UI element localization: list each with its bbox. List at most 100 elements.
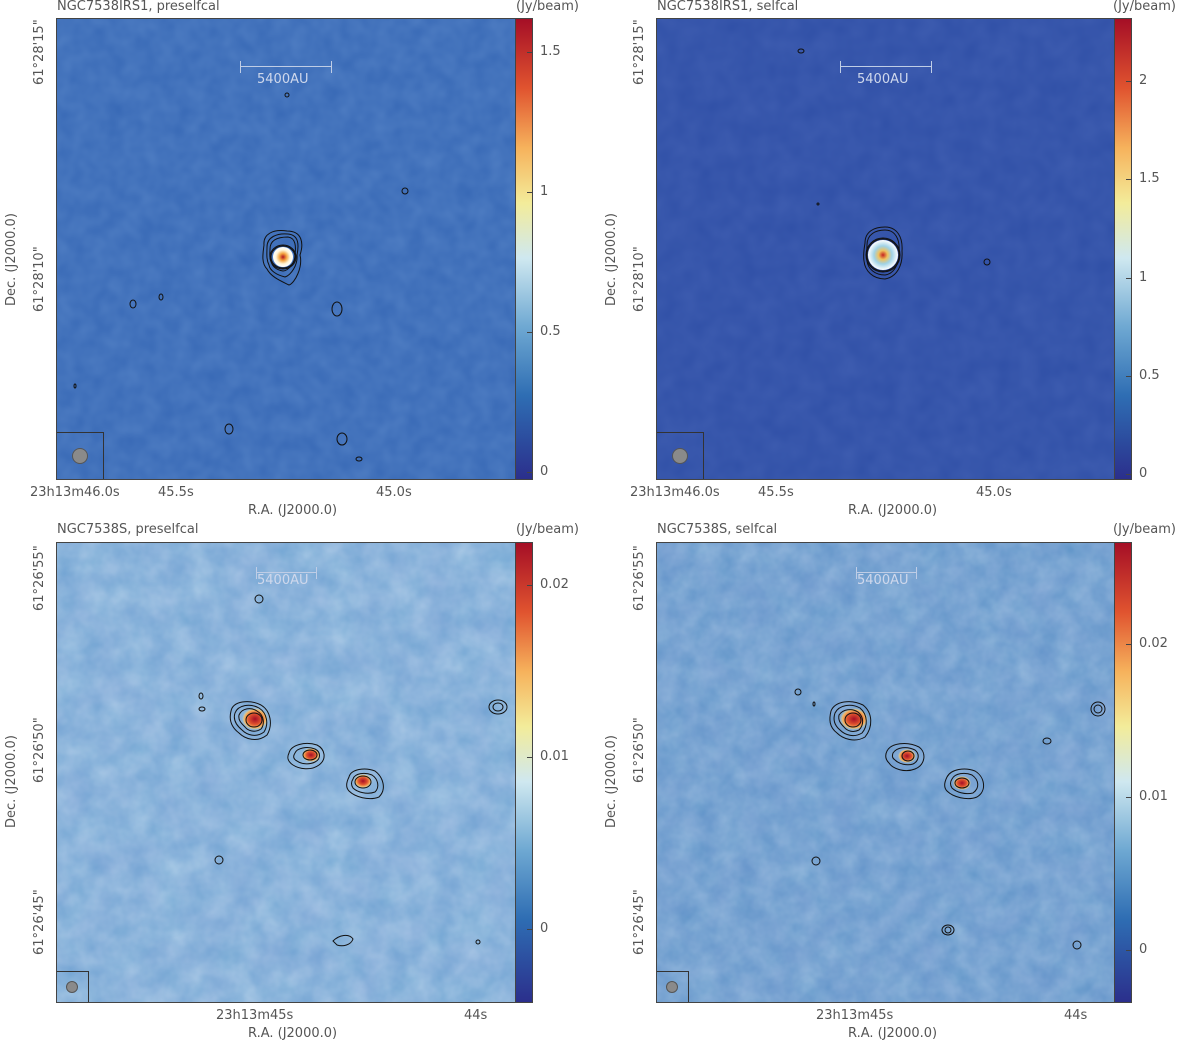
colorbar-tick-mark bbox=[1126, 277, 1131, 279]
y-axis-label: Dec. (J2000.0) bbox=[4, 735, 19, 828]
colorbar-tick-label: 0.5 bbox=[1139, 367, 1160, 383]
panel-irs1-preselfcal: NGC7538IRS1, preselfcal (Jy/beam) bbox=[0, 0, 600, 523]
colorbar bbox=[515, 542, 533, 1003]
colorbar-tick-mark bbox=[527, 191, 532, 193]
colorbar-unit: (Jy/beam) bbox=[516, 522, 579, 537]
panel-title: NGC7538IRS1, selfcal bbox=[657, 0, 799, 14]
colorbar-unit: (Jy/beam) bbox=[516, 0, 579, 14]
x-tick: 23h13m45s bbox=[216, 1008, 294, 1023]
colorbar bbox=[1114, 18, 1132, 480]
x-tick: 45.0s bbox=[976, 485, 1012, 500]
colorbar-tick-mark bbox=[1126, 179, 1131, 181]
compact-source bbox=[273, 247, 293, 267]
compact-source bbox=[868, 240, 898, 270]
x-tick: 45.5s bbox=[158, 485, 194, 500]
x-tick: 44s bbox=[1064, 1008, 1088, 1023]
colorbar-tick-mark bbox=[527, 585, 532, 586]
beam-ellipse bbox=[72, 448, 88, 464]
colorbar-tick-mark bbox=[527, 929, 532, 931]
panel-title: NGC7538IRS1, preselfcal bbox=[57, 0, 220, 14]
colorbar-tick-mark bbox=[1126, 796, 1131, 798]
y-tick: 61°26'50" bbox=[32, 717, 47, 783]
y-tick: 61°28'10" bbox=[632, 246, 647, 312]
colorbar-tick-mark bbox=[1126, 474, 1131, 476]
x-tick: 23h13m46.0s bbox=[30, 485, 120, 500]
beam-ellipse bbox=[666, 981, 678, 993]
colorbar-tick-label: 1.5 bbox=[540, 43, 561, 59]
intensity-map: 5400AU bbox=[56, 542, 516, 1003]
scale-bar bbox=[840, 61, 932, 73]
panel-title: NGC7538S, selfcal bbox=[657, 522, 778, 537]
map-overlay bbox=[57, 19, 515, 479]
colorbar-unit: (Jy/beam) bbox=[1113, 522, 1176, 537]
panel-s-selfcal: NGC7538S, selfcal (Jy/beam) bbox=[600, 522, 1200, 1047]
colorbar-tick-mark bbox=[527, 51, 532, 53]
map-overlay bbox=[657, 19, 1114, 479]
y-axis-label: Dec. (J2000.0) bbox=[604, 213, 619, 306]
colorbar-tick-label: 0.01 bbox=[540, 749, 569, 765]
colorbar bbox=[1114, 542, 1132, 1003]
x-tick: 44s bbox=[464, 1008, 488, 1023]
colorbar-tick-label: 1 bbox=[540, 183, 549, 199]
scale-bar bbox=[856, 567, 917, 579]
y-tick: 61°26'55" bbox=[32, 545, 47, 611]
colorbar-tick-mark bbox=[527, 757, 532, 759]
colorbar-tick-label: 1 bbox=[1139, 269, 1148, 285]
colorbar-tick-mark bbox=[1126, 644, 1131, 646]
y-axis-label: Dec. (J2000.0) bbox=[4, 213, 19, 306]
scale-bar bbox=[240, 61, 332, 73]
scale-label: 5400AU bbox=[857, 573, 909, 588]
intensity-map: 5400AU bbox=[56, 18, 516, 480]
x-axis-label: R.A. (J2000.0) bbox=[248, 1026, 338, 1041]
colorbar-tick-label: 0 bbox=[540, 463, 549, 479]
panel-s-preselfcal: NGC7538S, preselfcal (Jy/beam) bbox=[0, 522, 600, 1047]
panel-title: NGC7538S, preselfcal bbox=[57, 522, 199, 537]
panel-irs1-selfcal: NGC7538IRS1, selfcal (Jy/beam) 5400AU bbox=[600, 0, 1200, 523]
y-tick: 61°26'50" bbox=[632, 717, 647, 783]
x-tick: 23h13m45s bbox=[816, 1008, 894, 1023]
colorbar-tick-label: 0 bbox=[1139, 466, 1148, 482]
intensity-map: 5400AU bbox=[656, 542, 1115, 1003]
colorbar bbox=[515, 18, 533, 480]
colorbar-tick-mark bbox=[527, 331, 532, 333]
x-axis-label: R.A. (J2000.0) bbox=[848, 503, 938, 518]
scale-label: 5400AU bbox=[257, 72, 309, 87]
colorbar-tick-mark bbox=[1126, 949, 1131, 951]
x-tick: 45.0s bbox=[376, 485, 412, 500]
beam-box bbox=[657, 432, 704, 479]
x-tick: 45.5s bbox=[758, 485, 794, 500]
beam-box bbox=[657, 971, 689, 1002]
scale-label: 5400AU bbox=[857, 72, 909, 87]
y-tick: 61°26'45" bbox=[32, 889, 47, 955]
y-tick: 61°28'10" bbox=[32, 246, 47, 312]
y-tick: 61°28'15" bbox=[32, 19, 47, 85]
y-axis-label: Dec. (J2000.0) bbox=[604, 735, 619, 828]
colorbar-tick-label: 1.5 bbox=[1139, 171, 1160, 187]
colorbar-tick-label: 2 bbox=[1139, 72, 1148, 88]
scale-bar bbox=[256, 567, 317, 579]
colorbar-tick-mark bbox=[1126, 375, 1131, 377]
map-overlay bbox=[657, 543, 1114, 1002]
beam-box bbox=[57, 971, 89, 1002]
colorbar-tick-label: 0.02 bbox=[1139, 636, 1168, 652]
x-tick: 23h13m46.0s bbox=[630, 485, 720, 500]
y-tick: 61°26'45" bbox=[632, 889, 647, 955]
beam-ellipse bbox=[66, 981, 78, 993]
scale-label: 5400AU bbox=[257, 573, 309, 588]
colorbar-tick-label: 0.02 bbox=[540, 577, 569, 592]
intensity-map: 5400AU bbox=[656, 18, 1115, 480]
x-axis-label: R.A. (J2000.0) bbox=[848, 1026, 938, 1041]
colorbar-tick-mark bbox=[1126, 80, 1131, 82]
colorbar-unit: (Jy/beam) bbox=[1113, 0, 1176, 14]
beam-box bbox=[57, 432, 104, 479]
x-axis-label: R.A. (J2000.0) bbox=[248, 503, 338, 518]
y-tick: 61°28'15" bbox=[632, 19, 647, 85]
colorbar-tick-mark bbox=[527, 471, 532, 473]
colorbar-tick-label: 0 bbox=[1139, 941, 1148, 957]
colorbar-tick-label: 0 bbox=[540, 921, 549, 937]
colorbar-tick-label: 0.01 bbox=[1139, 788, 1168, 804]
beam-ellipse bbox=[672, 448, 688, 464]
map-overlay bbox=[57, 543, 515, 1002]
y-tick: 61°26'55" bbox=[632, 545, 647, 611]
colorbar-tick-label: 0.5 bbox=[540, 323, 561, 339]
